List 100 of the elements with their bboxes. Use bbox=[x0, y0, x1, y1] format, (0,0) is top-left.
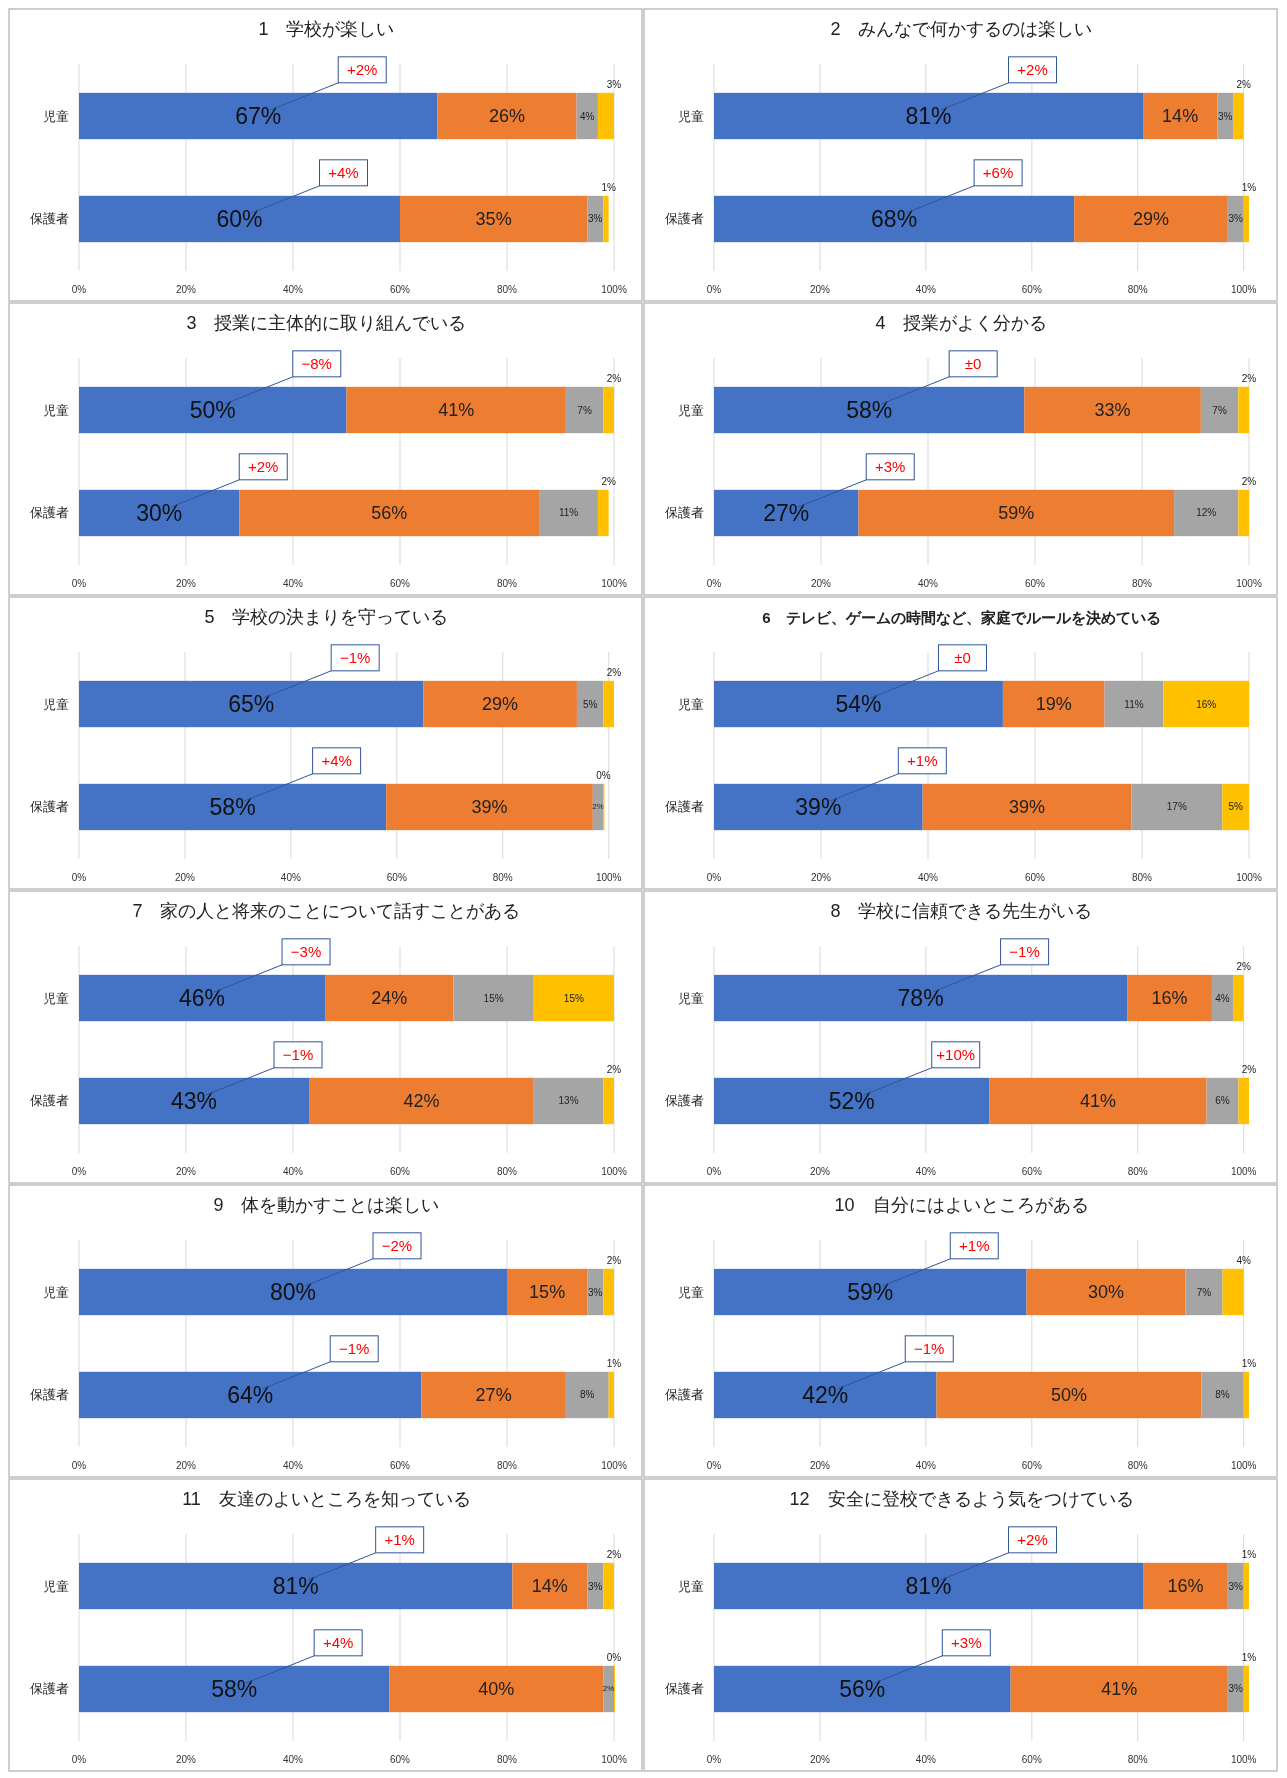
x-tick-label: 60% bbox=[389, 578, 411, 589]
data-label: 56% bbox=[839, 1675, 886, 1702]
bar bbox=[936, 1371, 1202, 1419]
x-tick-label: 40% bbox=[282, 284, 304, 295]
bar bbox=[79, 783, 387, 831]
data-label: 81% bbox=[905, 103, 952, 130]
data-label: 2% bbox=[606, 372, 622, 384]
data-label: 1% bbox=[601, 181, 616, 193]
x-tick-label: 20% bbox=[175, 1460, 197, 1471]
x-tick-label: 100% bbox=[1230, 1754, 1257, 1765]
x-tick-label: 0% bbox=[71, 578, 87, 589]
chart-title: 1 学校が楽しい bbox=[258, 19, 395, 39]
bar bbox=[1002, 680, 1105, 728]
bar bbox=[858, 489, 1175, 537]
data-label: 59% bbox=[847, 1279, 894, 1306]
bar bbox=[603, 1562, 614, 1610]
data-label: 46% bbox=[179, 985, 226, 1012]
bar bbox=[1163, 680, 1249, 728]
bar bbox=[922, 783, 1132, 831]
x-tick-label: 60% bbox=[386, 872, 407, 883]
bar bbox=[1010, 1665, 1228, 1713]
bar bbox=[79, 680, 424, 728]
bar bbox=[1201, 1371, 1244, 1419]
data-label: 5% bbox=[1228, 801, 1243, 813]
data-label: 3% bbox=[1217, 110, 1233, 122]
data-label: 64% bbox=[227, 1381, 274, 1408]
bar bbox=[1104, 680, 1164, 728]
x-tick-label: 0% bbox=[71, 1166, 87, 1177]
bar bbox=[1185, 1268, 1223, 1316]
bar bbox=[1222, 1268, 1244, 1316]
data-label: 39% bbox=[1008, 796, 1045, 817]
bar bbox=[1074, 195, 1228, 243]
x-tick-label: 80% bbox=[1127, 284, 1148, 295]
bar bbox=[714, 489, 859, 537]
data-label: 11% bbox=[1124, 698, 1144, 710]
data-label: 26% bbox=[488, 106, 526, 127]
data-label: 16% bbox=[1196, 698, 1217, 710]
data-label: 7% bbox=[577, 404, 592, 416]
x-tick-label: 100% bbox=[1230, 1166, 1257, 1177]
data-label: 33% bbox=[1094, 400, 1131, 421]
data-label: 3% bbox=[606, 78, 622, 90]
bar bbox=[576, 680, 604, 728]
bar bbox=[603, 1268, 614, 1316]
bar bbox=[1233, 974, 1244, 1022]
x-tick-label: 0% bbox=[706, 284, 722, 295]
data-label: 59% bbox=[998, 502, 1035, 523]
annotation: +3% bbox=[875, 458, 906, 476]
x-tick-label: 40% bbox=[282, 578, 304, 589]
data-label: 29% bbox=[482, 694, 519, 715]
annotation: +6% bbox=[982, 164, 1014, 182]
bar bbox=[1127, 974, 1212, 1022]
x-tick-label: 100% bbox=[601, 284, 627, 295]
bar bbox=[597, 489, 609, 537]
chart-title: 12 安全に登校できるよう気をつけている bbox=[789, 1489, 1134, 1509]
bar bbox=[1174, 489, 1239, 537]
bar bbox=[309, 1077, 534, 1125]
data-label: 67% bbox=[235, 103, 282, 130]
data-label: 3% bbox=[588, 1580, 603, 1592]
x-tick-label: 0% bbox=[71, 872, 87, 883]
x-tick-label: 40% bbox=[282, 1754, 304, 1765]
bar bbox=[714, 1562, 1144, 1610]
data-label: 2% bbox=[606, 1063, 622, 1075]
x-tick-label: 60% bbox=[1021, 1460, 1042, 1471]
x-tick-label: 80% bbox=[496, 1166, 518, 1177]
data-label: 1% bbox=[1241, 1651, 1257, 1663]
data-label: 14% bbox=[531, 1576, 568, 1597]
x-tick-label: 80% bbox=[1127, 1754, 1148, 1765]
annotation: +1% bbox=[384, 1531, 415, 1549]
bar bbox=[325, 974, 454, 1022]
data-label: 15% bbox=[563, 992, 584, 1004]
y-tick-label: 児童 bbox=[678, 696, 704, 712]
x-tick-label: 20% bbox=[809, 284, 831, 295]
data-label: 3% bbox=[588, 213, 603, 225]
annotation: +2% bbox=[248, 458, 279, 476]
x-tick-label: 100% bbox=[1236, 872, 1262, 883]
data-label: 16% bbox=[1167, 1576, 1204, 1597]
bar bbox=[714, 1268, 1027, 1316]
bar bbox=[714, 783, 923, 831]
data-label: 4% bbox=[580, 110, 595, 122]
data-label: 16% bbox=[1151, 988, 1188, 1009]
data-label: 2% bbox=[1241, 475, 1257, 487]
x-tick-label: 100% bbox=[601, 1166, 627, 1177]
chart-title: 5 学校の決まりを守っている bbox=[204, 607, 449, 627]
bar bbox=[714, 1077, 990, 1125]
bar bbox=[346, 386, 566, 434]
bar bbox=[533, 1077, 604, 1125]
x-tick-label: 80% bbox=[1131, 872, 1153, 883]
data-label: 50% bbox=[189, 397, 236, 424]
data-label: 68% bbox=[871, 205, 918, 232]
bar bbox=[79, 1077, 310, 1125]
x-tick-label: 20% bbox=[174, 872, 196, 883]
x-tick-label: 20% bbox=[809, 1460, 831, 1471]
y-tick-label: 保護者 bbox=[30, 1093, 69, 1109]
x-tick-label: 60% bbox=[1021, 1166, 1042, 1177]
data-label: 4% bbox=[1215, 992, 1230, 1004]
x-tick-label: 100% bbox=[1236, 578, 1262, 589]
annotation: −3% bbox=[290, 943, 322, 961]
data-label: 3% bbox=[1228, 213, 1244, 225]
annotation: −1% bbox=[914, 1340, 945, 1358]
data-label: 60% bbox=[216, 205, 263, 232]
